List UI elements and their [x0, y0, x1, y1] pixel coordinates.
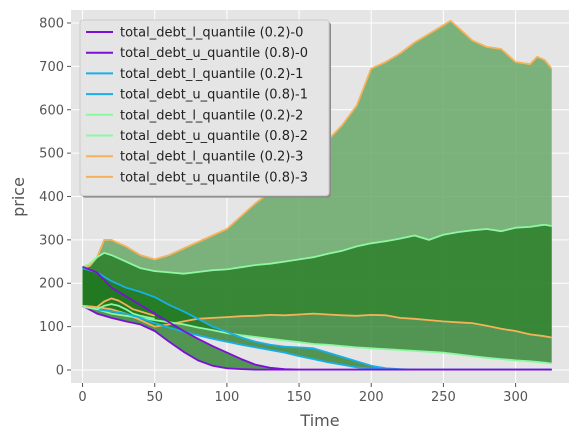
y-tick-label: 800 [39, 17, 64, 32]
x-tick-label: 100 [214, 390, 239, 405]
series-line-lower-2 [82, 304, 552, 365]
band-area-2 [82, 224, 552, 364]
legend-label: total_debt_u_quantile (0.8)-1 [120, 88, 308, 103]
x-axis: 0 50 100 150 200 250 300 [78, 383, 528, 405]
y-tick-label: 300 [39, 233, 64, 248]
y-tick-label: 200 [39, 277, 64, 292]
y-tick-label: 500 [39, 147, 64, 162]
legend-label: total_debt_l_quantile (0.2)-3 [120, 150, 303, 165]
x-tick-label: 300 [503, 390, 528, 405]
legend-label: total_debt_l_quantile (0.2)-2 [120, 108, 303, 123]
y-axis: 0 100 200 300 400 500 600 700 800 [39, 17, 71, 378]
series-line-extra-1 [82, 303, 155, 320]
legend-label: total_debt_u_quantile (0.8)-2 [120, 129, 308, 144]
y-tick-label: 0 [56, 363, 64, 378]
series-line-lower-0 [82, 305, 552, 371]
x-tick-label: 0 [78, 390, 86, 405]
y-tick-label: 600 [39, 103, 64, 118]
x-axis-label: Time [299, 411, 339, 430]
y-axis-label: price [9, 177, 28, 217]
x-tick-label: 250 [431, 390, 456, 405]
series-line-upper-2 [82, 223, 552, 275]
legend-label: total_debt_u_quantile (0.8)-0 [120, 46, 308, 61]
x-tick-label: 200 [359, 390, 384, 405]
legend-box [79, 19, 330, 197]
band-area-0 [82, 266, 552, 370]
x-tick-label: 150 [287, 390, 312, 405]
y-tick-label: 700 [39, 60, 64, 75]
legend-label: total_debt_u_quantile (0.8)-3 [120, 170, 308, 185]
y-tick-label: 100 [39, 320, 64, 335]
legend: total_debt_l_quantile (0.2)-0 total_debt_… [79, 19, 331, 198]
legend-label: total_debt_l_quantile (0.2)-0 [120, 26, 303, 41]
series-line-extra-0 [82, 297, 155, 317]
x-tick-label: 50 [146, 390, 163, 405]
band-area-1 [82, 268, 552, 370]
y-tick-label: 400 [39, 190, 64, 205]
series-lines [82, 19, 553, 371]
legend-label: total_debt_l_quantile (0.2)-1 [120, 67, 303, 82]
